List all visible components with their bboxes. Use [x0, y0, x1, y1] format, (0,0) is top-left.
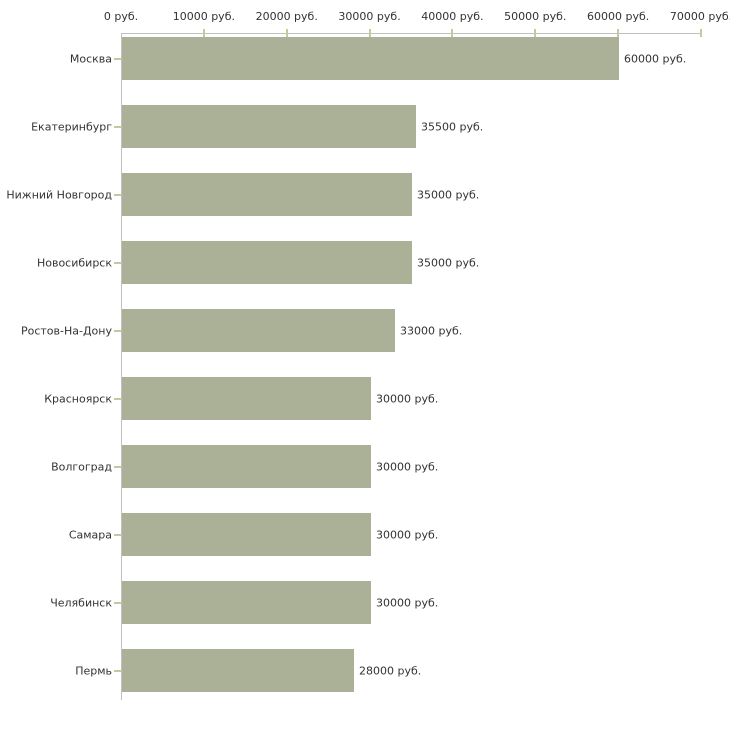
bar [122, 581, 371, 624]
category-label: Ростов-На-Дону [20, 324, 112, 337]
value-label: 33000 руб. [400, 324, 463, 337]
category-label: Нижний Новгород [6, 188, 112, 201]
x-tick [368, 29, 371, 37]
category-tick [114, 533, 121, 536]
x-tick [202, 29, 205, 37]
category-tick [114, 193, 121, 196]
bar [122, 513, 371, 556]
category-label: Москва [69, 52, 112, 65]
bar [122, 37, 619, 80]
category-tick [114, 125, 121, 128]
value-label: 30000 руб. [376, 392, 439, 405]
x-tick-label: 60000 руб. [587, 10, 650, 23]
bar [122, 173, 412, 216]
value-label: 30000 руб. [376, 528, 439, 541]
category-tick [114, 329, 121, 332]
bar [122, 241, 412, 284]
category-label: Самара [68, 528, 112, 541]
category-label: Волгоград [51, 460, 112, 473]
value-label: 60000 руб. [624, 52, 687, 65]
x-axis-line [121, 33, 702, 34]
category-label: Красноярск [44, 392, 112, 405]
value-label: 35000 руб. [417, 188, 480, 201]
category-label: Пермь [75, 664, 112, 677]
bar [122, 445, 371, 488]
category-tick [114, 465, 121, 468]
value-label: 35000 руб. [417, 256, 480, 269]
value-label: 28000 руб. [359, 664, 422, 677]
value-label: 35500 руб. [421, 120, 484, 133]
value-label: 30000 руб. [376, 460, 439, 473]
category-tick [114, 397, 121, 400]
x-tick [534, 29, 537, 37]
category-tick [114, 261, 121, 264]
x-tick [617, 29, 620, 37]
x-tick-label: 40000 руб. [421, 10, 484, 23]
category-tick [114, 601, 121, 604]
x-tick-label: 30000 руб. [338, 10, 401, 23]
category-label: Новосибирск [36, 256, 112, 269]
x-tick-label: 10000 руб. [172, 10, 235, 23]
x-tick-label: 20000 руб. [255, 10, 318, 23]
bar [122, 377, 371, 420]
x-tick [700, 29, 702, 37]
value-label: 30000 руб. [376, 596, 439, 609]
x-tick [285, 29, 288, 37]
bar [122, 105, 416, 148]
x-tick-label: 50000 руб. [504, 10, 567, 23]
category-label: Екатеринбург [31, 120, 112, 133]
x-tick [451, 29, 454, 37]
category-tick [114, 57, 121, 60]
x-tick-label: 0 руб. [103, 10, 139, 23]
bar [122, 649, 354, 692]
x-tick-label: 70000 руб. [669, 10, 730, 23]
category-label: Челябинск [50, 596, 112, 609]
y-axis-line [121, 33, 122, 700]
bar [122, 309, 395, 352]
category-tick [114, 669, 121, 672]
